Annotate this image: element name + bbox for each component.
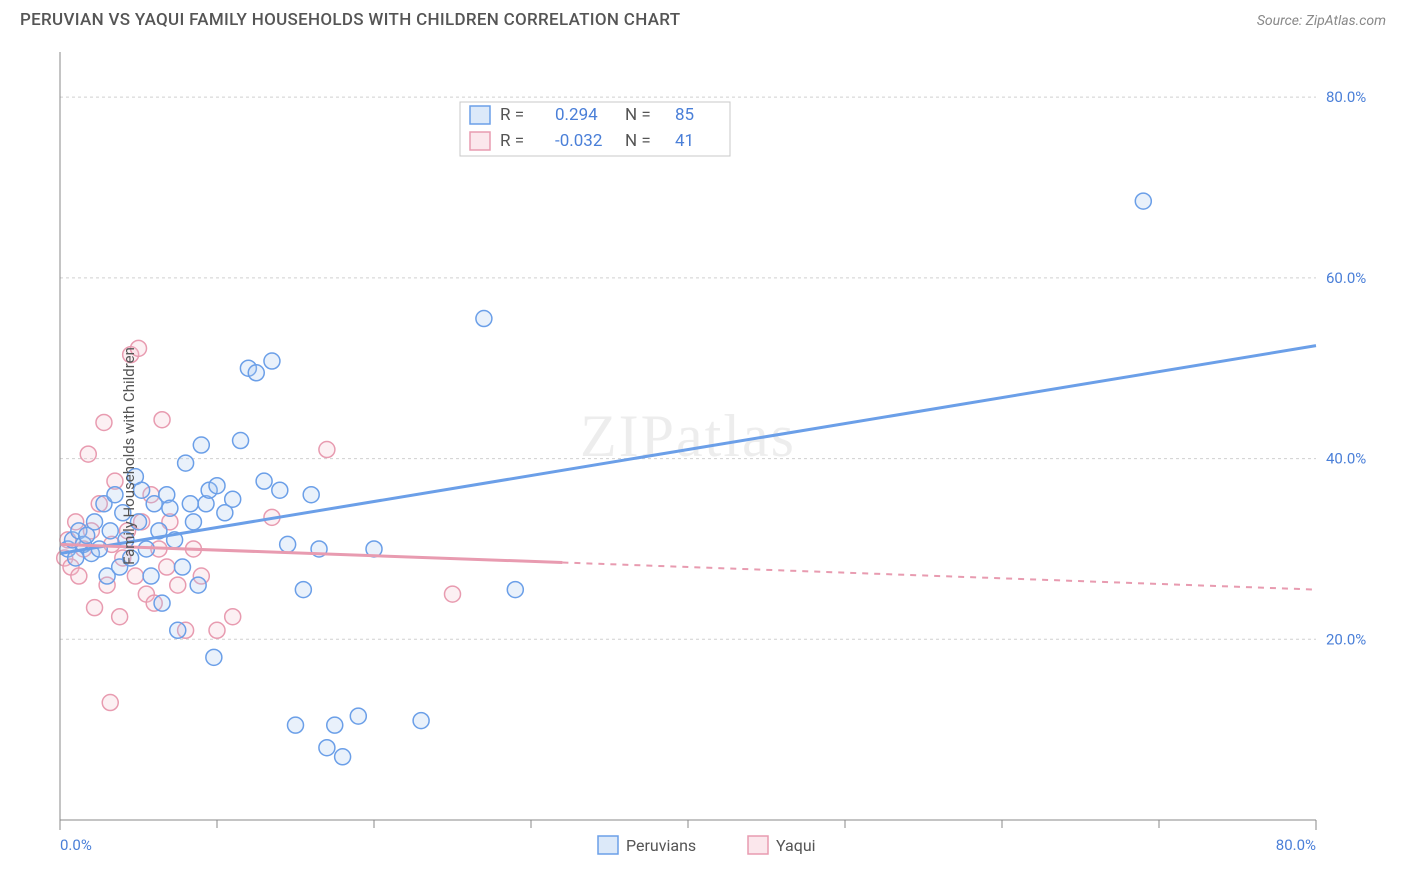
scatter-point xyxy=(127,568,143,584)
scatter-point xyxy=(350,708,366,724)
scatter-point xyxy=(102,695,118,711)
legend-r-label: R = xyxy=(500,131,524,151)
scatter-point xyxy=(170,622,186,638)
legend-swatch xyxy=(598,836,618,854)
scatter-point xyxy=(303,487,319,503)
scatter-point xyxy=(80,446,96,462)
legend-n-label: N = xyxy=(625,131,651,151)
scatter-point xyxy=(102,523,118,539)
scatter-point xyxy=(206,649,222,665)
scatter-point xyxy=(225,609,241,625)
legend-swatch xyxy=(470,106,490,124)
scatter-point xyxy=(112,609,128,625)
y-tick-label: 20.0% xyxy=(1326,630,1366,648)
scatter-point xyxy=(87,514,103,530)
scatter-point xyxy=(87,600,103,616)
y-tick-label: 60.0% xyxy=(1326,269,1366,287)
scatter-point xyxy=(288,717,304,733)
legend-r-value: -0.032 xyxy=(555,131,602,151)
scatter-point xyxy=(185,514,201,530)
x-tick-label: 80.0% xyxy=(1276,836,1316,854)
scatter-point xyxy=(1135,193,1151,209)
scatter-point xyxy=(209,622,225,638)
scatter-point xyxy=(143,568,159,584)
legend-r-value: 0.294 xyxy=(555,105,598,125)
y-tick-label: 80.0% xyxy=(1326,88,1366,106)
scatter-point xyxy=(319,442,335,458)
scatter-point xyxy=(193,437,209,453)
scatter-point xyxy=(96,414,112,430)
chart-title: PERUVIAN VS YAQUI FAMILY HOUSEHOLDS WITH… xyxy=(20,10,680,30)
legend-n-value: 85 xyxy=(675,105,694,125)
legend-n-label: N = xyxy=(625,105,651,125)
scatter-point xyxy=(170,577,186,593)
scatter-point xyxy=(327,717,343,733)
scatter-point xyxy=(476,311,492,327)
scatter-point xyxy=(182,496,198,512)
scatter-point xyxy=(295,582,311,598)
scatter-point xyxy=(174,559,190,575)
legend-series-label: Yaqui xyxy=(776,836,816,855)
legend-swatch xyxy=(470,132,490,150)
scatter-point xyxy=(225,491,241,507)
scatter-point xyxy=(159,559,175,575)
scatter-point xyxy=(335,749,351,765)
scatter-point xyxy=(413,713,429,729)
scatter-point xyxy=(178,455,194,471)
scatter-point xyxy=(162,500,178,516)
trend-line-extrapolated xyxy=(562,562,1316,589)
correlation-chart: ZIPatlas0.0%80.0%20.0%40.0%60.0%80.0%R =… xyxy=(20,40,1386,872)
x-tick-label: 0.0% xyxy=(60,836,92,854)
y-tick-label: 40.0% xyxy=(1326,450,1366,468)
scatter-point xyxy=(154,595,170,611)
scatter-point xyxy=(248,365,264,381)
scatter-point xyxy=(233,433,249,449)
scatter-point xyxy=(319,740,335,756)
scatter-point xyxy=(280,536,296,552)
scatter-point xyxy=(445,586,461,602)
scatter-point xyxy=(71,568,87,584)
source-label: Source: ZipAtlas.com xyxy=(1257,13,1386,29)
legend-n-value: 41 xyxy=(675,131,694,151)
y-axis-label: Family Households with Children xyxy=(120,347,138,565)
legend-series-label: Peruvians xyxy=(626,836,696,855)
legend-swatch xyxy=(748,836,768,854)
scatter-point xyxy=(154,412,170,428)
scatter-point xyxy=(272,482,288,498)
scatter-point xyxy=(209,478,225,494)
legend-r-label: R = xyxy=(500,105,524,125)
scatter-point xyxy=(264,353,280,369)
scatter-point xyxy=(256,473,272,489)
scatter-point xyxy=(507,582,523,598)
scatter-point xyxy=(190,577,206,593)
